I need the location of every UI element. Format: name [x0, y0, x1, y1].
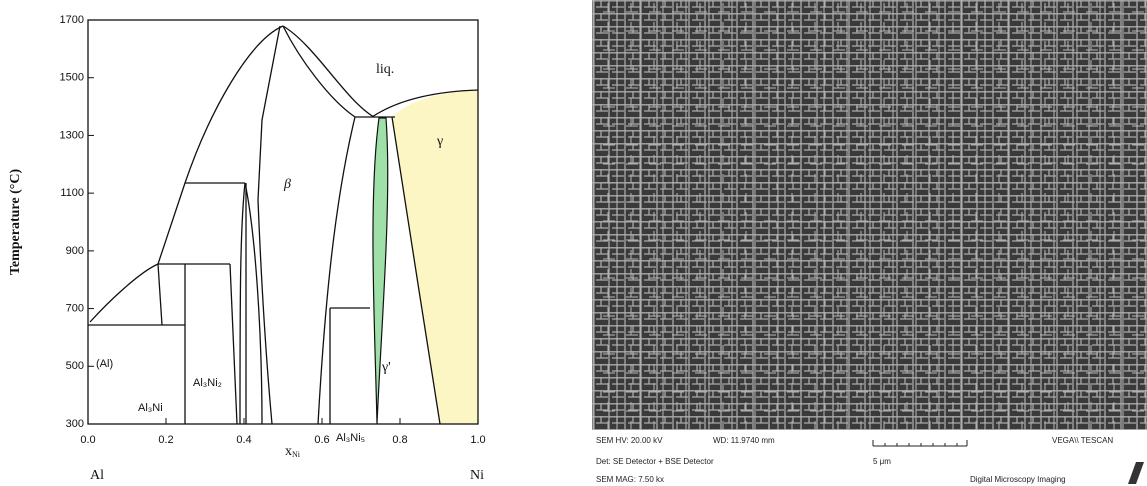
brand: VEGA\\ TESCAN [1052, 436, 1113, 445]
phase-label: liq. [376, 62, 394, 77]
x-tick-label: 0.6 [314, 434, 329, 446]
phase-label: Al₃Ni₂ [193, 377, 222, 389]
y-tick-label: 700 [66, 302, 84, 314]
phase-label: (Al) [96, 358, 113, 370]
sem-info: SEM HV: 20.00 kV [596, 436, 663, 445]
x-tick-label: 1.0 [470, 434, 485, 446]
phase-diagram: 1700 1500 1300 1100 900 700 500 300 0.0 0.2 0.4 0.6… [8, 14, 485, 483]
sem-info: Det: SE Detector + BSE Detector [596, 457, 714, 466]
y-tick-label: 1100 [60, 187, 84, 199]
x-axis-label: xNi [285, 444, 301, 459]
y-tick-label: 1700 [60, 14, 84, 26]
y-tick-label: 500 [66, 360, 84, 372]
x-tick-label: 0.0 [80, 434, 95, 446]
phase-label: β [283, 177, 291, 192]
x-tick-label: 0.4 [236, 434, 251, 446]
phase-label: γ [436, 134, 443, 149]
sem-info: WD: 11.9740 mm [713, 436, 775, 445]
y-tick-label: 1300 [60, 129, 84, 141]
gamma-region [392, 90, 478, 424]
sem-image: SEM HV: 20.00 kV WD: 11.9740 mm Det: SE … [592, 0, 1147, 486]
end-label: Al [90, 468, 104, 483]
y-tick-label: 300 [66, 418, 84, 430]
phase-label: Al₃Ni [138, 402, 163, 414]
phase-label: Al₃Ni₅ [336, 432, 365, 444]
x-tick-label: 0.2 [158, 434, 173, 446]
gamma-prime-region [373, 118, 388, 424]
end-label: Ni [470, 468, 484, 483]
micrograph-texture [592, 0, 1147, 430]
y-axis-label: Temperature (°C) [8, 169, 23, 276]
y-tick-label: 1500 [60, 72, 84, 84]
x-tick-label: 0.8 [392, 434, 407, 446]
x-axis-symbol: x [285, 444, 292, 459]
y-tick-label: 900 [66, 245, 84, 257]
phase-label: γ' [381, 360, 391, 375]
sem-info: SEM MAG: 7.50 kx [596, 475, 664, 484]
figure: 1700 1500 1300 1100 900 700 500 300 0.0 0.2 0.4 0.6… [0, 0, 1147, 486]
scale-label: 5 μm [873, 457, 891, 466]
footer: Digital Microscopy Imaging [970, 475, 1066, 484]
x-axis-subscript: Ni [292, 450, 301, 459]
